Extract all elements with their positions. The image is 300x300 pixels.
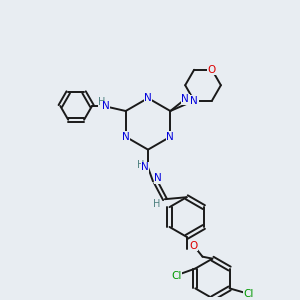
- Text: N: N: [144, 93, 152, 103]
- Text: H: H: [137, 160, 145, 170]
- Text: H: H: [153, 199, 161, 209]
- Text: Cl: Cl: [171, 271, 182, 281]
- Text: N: N: [154, 173, 162, 183]
- Text: N: N: [190, 96, 198, 106]
- Text: N: N: [122, 132, 130, 142]
- Text: N: N: [141, 163, 149, 172]
- Text: N: N: [102, 101, 110, 111]
- Text: H: H: [98, 97, 106, 107]
- Text: O: O: [208, 65, 216, 75]
- Text: N: N: [167, 132, 174, 142]
- Text: Cl: Cl: [243, 289, 254, 299]
- Text: O: O: [190, 241, 198, 251]
- Text: N: N: [181, 94, 189, 104]
